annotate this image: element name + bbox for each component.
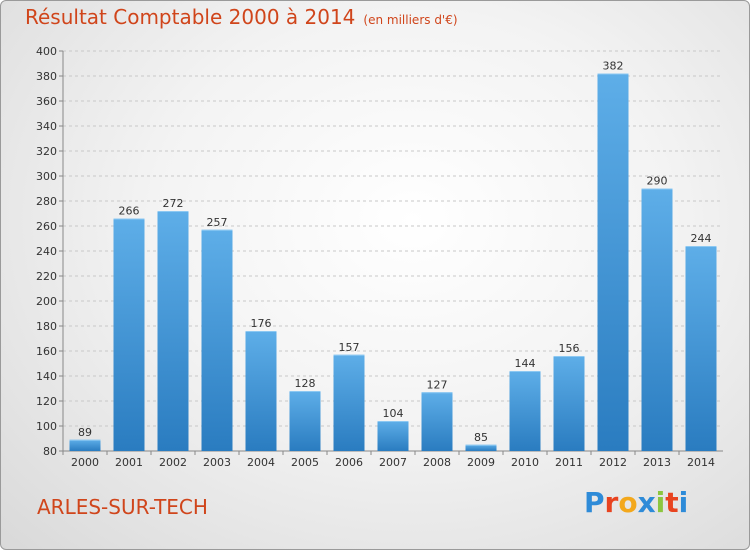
- y-tick-label: 100: [36, 420, 57, 433]
- bar: [157, 211, 189, 451]
- y-tick-label: 380: [36, 70, 57, 83]
- labels: 80 100 120 140 160 180 200 220 240 260 280 300 320 34…: [36, 45, 715, 469]
- y-tick-label: 120: [36, 395, 57, 408]
- bar-value-label: 257: [207, 216, 228, 229]
- y-tick-label: 300: [36, 170, 57, 183]
- x-tick-label: 2013: [643, 456, 671, 469]
- bar: [421, 392, 453, 451]
- bar-value-label: 89: [78, 426, 92, 439]
- bar: [465, 444, 497, 451]
- y-tick-label: 400: [36, 45, 57, 58]
- x-tick-label: 2004: [247, 456, 275, 469]
- bar: [113, 218, 145, 451]
- y-tick-label: 220: [36, 270, 57, 283]
- y-tick-label: 320: [36, 145, 57, 158]
- title-row: Résultat Comptable 2000 à 2014 (en millie…: [25, 5, 458, 29]
- y-tick-label: 160: [36, 345, 57, 358]
- x-tick-label: 2000: [71, 456, 99, 469]
- chart-title: Résultat Comptable 2000 à 2014: [25, 5, 356, 29]
- bar-value-label: 104: [383, 407, 404, 420]
- bar-value-label: 127: [427, 378, 448, 391]
- bar-value-label: 85: [474, 431, 488, 444]
- proxiti-logo[interactable]: Proxiti: [584, 486, 688, 519]
- logo-letter: t: [665, 486, 679, 519]
- bar-value-label: 157: [339, 341, 360, 354]
- bar: [685, 246, 717, 451]
- x-tick-label: 2003: [203, 456, 231, 469]
- bar-value-label: 156: [559, 342, 580, 355]
- y-tick-label: 260: [36, 220, 57, 233]
- bar: [201, 229, 233, 451]
- logo-letter: o: [618, 486, 638, 519]
- y-tick-label: 180: [36, 320, 57, 333]
- y-tick-label: 80: [43, 445, 57, 458]
- bar-value-label: 382: [603, 60, 624, 73]
- bar: [245, 331, 277, 451]
- x-tick-label: 2005: [291, 456, 319, 469]
- logo-letter: r: [604, 486, 619, 519]
- x-tick-label: 2014: [687, 456, 715, 469]
- x-tick-label: 2006: [335, 456, 363, 469]
- bar: [289, 391, 321, 451]
- bar: [597, 73, 629, 451]
- bar: [641, 188, 673, 451]
- place-name: ARLES-SUR-TECH: [37, 495, 208, 519]
- x-tick-label: 2010: [511, 456, 539, 469]
- bar-value-label: 176: [251, 317, 272, 330]
- bar-value-label: 244: [691, 232, 712, 245]
- bar-value-label: 272: [163, 197, 184, 210]
- y-tick-label: 280: [36, 195, 57, 208]
- y-tick-label: 240: [36, 245, 57, 258]
- x-tick-label: 2008: [423, 456, 451, 469]
- y-tick-label: 340: [36, 120, 57, 133]
- bar-value-label: 266: [119, 205, 140, 218]
- y-tick-label: 360: [36, 95, 57, 108]
- bar: [69, 439, 101, 451]
- y-tick-label: 140: [36, 370, 57, 383]
- x-tick-label: 2001: [115, 456, 143, 469]
- chart-subtitle: (en milliers d'€): [363, 13, 458, 27]
- bar-value-label: 128: [295, 377, 316, 390]
- logo-letter: P: [584, 486, 605, 519]
- x-tick-label: 2012: [599, 456, 627, 469]
- bar-value-label: 290: [647, 175, 668, 188]
- logo-letter: i: [678, 486, 689, 519]
- x-tick-label: 2011: [555, 456, 583, 469]
- x-tick-label: 2007: [379, 456, 407, 469]
- bar: [553, 356, 585, 451]
- logo-letter: i: [655, 486, 666, 519]
- bar-value-label: 144: [515, 357, 536, 370]
- logo-letter: x: [637, 486, 656, 519]
- bar: [509, 371, 541, 451]
- bars: [69, 73, 717, 451]
- x-tick-label: 2009: [467, 456, 495, 469]
- x-tick-label: 2002: [159, 456, 187, 469]
- bar: [333, 354, 365, 451]
- bar: [377, 421, 409, 451]
- y-tick-label: 200: [36, 295, 57, 308]
